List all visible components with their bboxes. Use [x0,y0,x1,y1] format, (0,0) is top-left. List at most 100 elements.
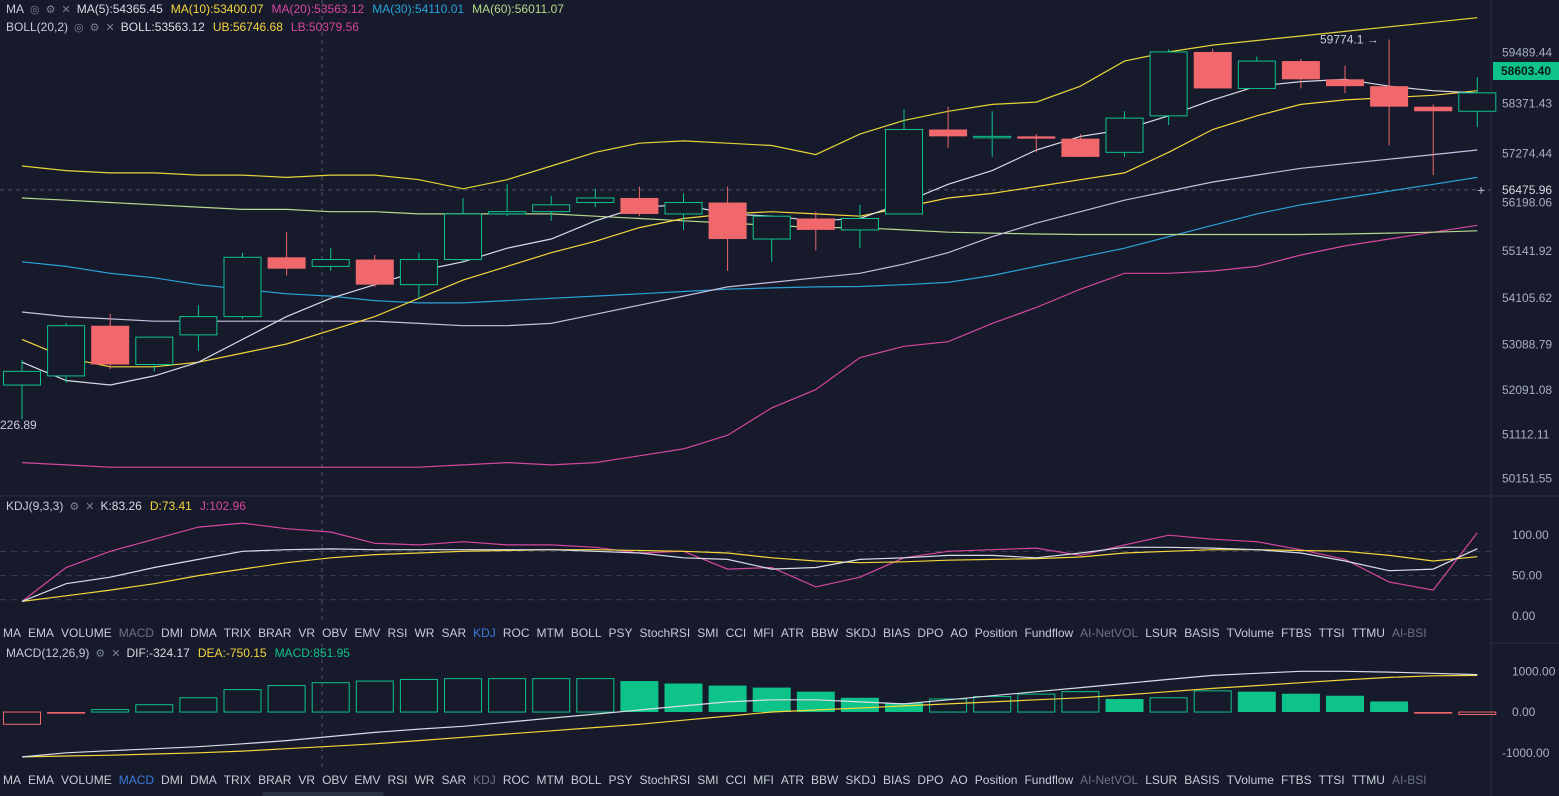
tab-mtm[interactable]: MTM [536,773,564,787]
tab-dpo[interactable]: DPO [917,773,944,787]
tab-bias[interactable]: BIAS [883,773,911,787]
horizontal-scrollbar[interactable] [262,792,384,796]
tab-rsi[interactable]: RSI [387,773,408,787]
tab-vr[interactable]: VR [298,773,316,787]
tab-ttmu[interactable]: TTMU [1351,626,1385,640]
plus-icon[interactable]: + [1477,182,1485,198]
tab-macd[interactable]: MACD [118,773,155,787]
eye-icon[interactable]: ◎ [74,21,84,34]
tab-mfi[interactable]: MFI [753,626,774,640]
tab-lsur[interactable]: LSUR [1145,626,1178,640]
tab-trix[interactable]: TRIX [223,626,252,640]
tab-position[interactable]: Position [974,626,1018,640]
tab-ema[interactable]: EMA [28,773,55,787]
tab-ftbs[interactable]: FTBS [1280,626,1312,640]
close-icon[interactable]: ✕ [111,647,121,660]
tab-brar[interactable]: BRAR [258,773,292,787]
tab-ao[interactable]: AO [950,773,968,787]
tab-fundflow[interactable]: Fundflow [1024,773,1074,787]
tab-stochrsi[interactable]: StochRSI [639,773,691,787]
tab-mtm[interactable]: MTM [536,626,564,640]
tab-tvolume[interactable]: TVolume [1226,626,1274,640]
tab-bbw[interactable]: BBW [811,626,839,640]
tab-dpo[interactable]: DPO [917,626,944,640]
tab-ai-bsi[interactable]: AI-BSI [1391,773,1427,787]
price-axis-label: 55141.92 [1502,244,1552,258]
tab-cci[interactable]: CCI [725,773,747,787]
macd-bar [708,685,747,713]
tab-basis[interactable]: BASIS [1184,626,1220,640]
tab-kdj[interactable]: KDJ [473,773,496,787]
tab-ao[interactable]: AO [950,626,968,640]
tab-basis[interactable]: BASIS [1184,773,1220,787]
tab-smi[interactable]: SMI [697,626,719,640]
tab-roc[interactable]: ROC [502,626,530,640]
tab-volume[interactable]: VOLUME [61,773,112,787]
tab-position[interactable]: Position [974,773,1018,787]
close-icon[interactable]: ✕ [61,3,71,16]
tab-ma[interactable]: MA [3,773,21,787]
tab-ttsi[interactable]: TTSI [1318,626,1345,640]
tab-fundflow[interactable]: Fundflow [1024,626,1074,640]
tab-obv[interactable]: OBV [322,626,348,640]
close-icon[interactable]: ✕ [105,21,115,34]
macd-bar [91,709,130,713]
candle-body [885,129,923,215]
tab-bias[interactable]: BIAS [883,626,911,640]
gear-icon[interactable]: ⚙ [69,500,80,513]
tab-obv[interactable]: OBV [322,773,348,787]
tab-boll[interactable]: BOLL [570,773,602,787]
tab-tvolume[interactable]: TVolume [1226,773,1274,787]
tab-mfi[interactable]: MFI [753,773,774,787]
candle-body [796,218,835,230]
tab-psy[interactable]: PSY [608,626,633,640]
tab-bbw[interactable]: BBW [811,773,839,787]
tab-roc[interactable]: ROC [502,773,530,787]
tab-volume[interactable]: VOLUME [61,626,112,640]
tab-skdj[interactable]: SKDJ [845,773,877,787]
tab-macd[interactable]: MACD [118,626,155,640]
tab-kdj[interactable]: KDJ [473,626,496,640]
price-axis-label: 54105.62 [1502,291,1552,305]
tab-ftbs[interactable]: FTBS [1280,773,1312,787]
kdj-axis-label: 100.00 [1512,528,1549,542]
tab-ttmu[interactable]: TTMU [1351,773,1385,787]
tab-sar[interactable]: SAR [441,773,467,787]
tab-emv[interactable]: EMV [354,626,381,640]
tab-emv[interactable]: EMV [354,773,381,787]
tab-stochrsi[interactable]: StochRSI [639,626,691,640]
tab-boll[interactable]: BOLL [570,626,602,640]
gear-icon[interactable]: ⚙ [89,21,100,34]
tab-sar[interactable]: SAR [441,626,467,640]
tab-wr[interactable]: WR [414,773,435,787]
tab-skdj[interactable]: SKDJ [845,626,877,640]
tab-wr[interactable]: WR [414,626,435,640]
tab-brar[interactable]: BRAR [258,626,292,640]
tab-ai-netvol[interactable]: AI-NetVOL [1080,626,1139,640]
macd-bar [1017,693,1056,713]
tab-atr[interactable]: ATR [780,773,805,787]
tab-ttsi[interactable]: TTSI [1318,773,1345,787]
gear-icon[interactable]: ⚙ [95,647,106,660]
tab-ema[interactable]: EMA [28,626,55,640]
kdj-axis-label: 50.00 [1512,569,1542,583]
tab-ai-bsi[interactable]: AI-BSI [1391,626,1427,640]
tab-ma[interactable]: MA [3,626,21,640]
tab-lsur[interactable]: LSUR [1145,773,1178,787]
tab-trix[interactable]: TRIX [223,773,252,787]
tab-dmi[interactable]: DMI [161,626,184,640]
tab-dma[interactable]: DMA [190,626,217,640]
tab-atr[interactable]: ATR [780,626,805,640]
tab-ai-netvol[interactable]: AI-NetVOL [1080,773,1139,787]
tab-vr[interactable]: VR [298,626,316,640]
gear-icon[interactable]: ⚙ [45,3,56,16]
tab-psy[interactable]: PSY [608,773,633,787]
eye-icon[interactable]: ◎ [30,3,40,16]
tab-rsi[interactable]: RSI [387,626,408,640]
tab-dmi[interactable]: DMI [161,773,184,787]
tab-smi[interactable]: SMI [697,773,719,787]
tab-cci[interactable]: CCI [725,626,747,640]
close-icon[interactable]: ✕ [85,500,95,513]
tab-dma[interactable]: DMA [190,773,217,787]
